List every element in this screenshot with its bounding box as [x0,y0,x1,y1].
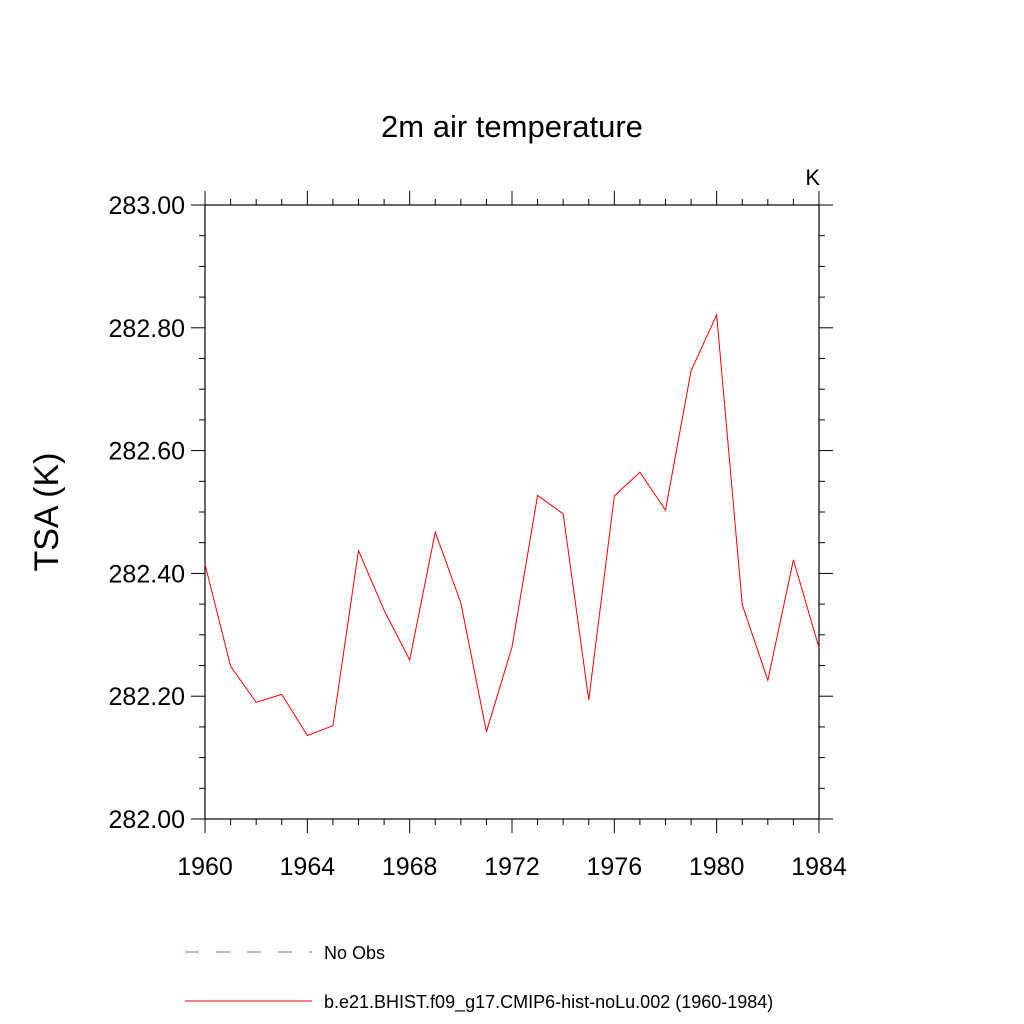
axis-ticks [191,191,833,833]
units-label: K [805,165,820,190]
y-tick-label: 282.60 [109,438,185,466]
x-tick-label: 1964 [280,853,336,881]
y-tick-label: 283.00 [109,192,185,220]
x-tick-label: 1972 [484,853,540,881]
y-tick-label: 282.80 [109,315,185,343]
series-layer [204,312,820,737]
y-axis-label: TSA (K) [28,452,66,571]
legend-label: No Obs [324,943,385,963]
x-tick-label: 1980 [689,853,745,881]
chart-title: 2m air temperature [381,109,643,144]
x-tick-label: 1968 [382,853,438,881]
legend-label: b.e21.BHIST.f09_g17.CMIP6-hist-noLu.002 … [324,992,773,1013]
y-tick-labels: 282.00 282.20 282.40 282.60 282.80 283.00 [109,192,185,834]
legend: No Obs b.e21.BHIST.f09_g17.CMIP6-hist-noL… [185,943,773,1013]
y-tick-label: 282.40 [109,560,185,588]
y-tick-label: 282.00 [109,806,185,834]
y-tick-label: 282.20 [109,683,185,711]
x-tick-label: 1984 [791,853,847,881]
plot-frame [204,204,820,820]
x-tick-label: 1960 [177,853,233,881]
x-tick-labels: 1960 1964 1968 1972 1976 1980 1984 [177,853,847,881]
x-tick-label: 1976 [587,853,643,881]
series-line [204,312,820,737]
